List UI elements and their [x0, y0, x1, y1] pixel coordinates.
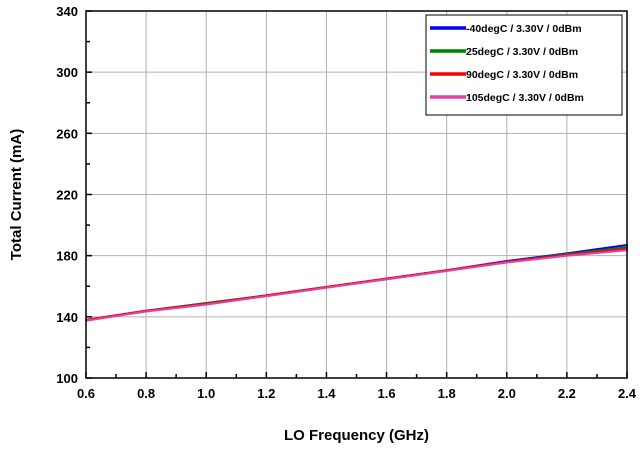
- x-tick-label: 0.6: [77, 386, 95, 401]
- x-tick-label: 2.4: [618, 386, 637, 401]
- y-tick-label: 180: [56, 249, 78, 264]
- x-tick-labels: 0.6 0.8 1.0 1.2 1.4 1.6 1.8 2.0 2.2 2.4: [77, 386, 637, 401]
- y-tick-label: 220: [56, 188, 78, 203]
- legend: -40degC / 3.30V / 0dBm 25degC / 3.30V / 0…: [425, 14, 623, 116]
- y-tick-label: 100: [56, 371, 78, 386]
- x-tick-label: 1.0: [197, 386, 215, 401]
- y-tick-label: 260: [56, 126, 78, 141]
- x-tick-label: 1.2: [257, 386, 275, 401]
- x-axis-title: LO Frequency (GHz): [284, 427, 429, 444]
- legend-label-0: -40degC / 3.30V / 0dBm: [466, 23, 582, 35]
- x-tick-label: 2.0: [498, 386, 516, 401]
- y-tick-label: 340: [56, 4, 78, 19]
- series-line-3: [85, 249, 628, 322]
- y-axis-title: Total Current (mA): [8, 129, 25, 260]
- x-tick-label: 1.8: [438, 386, 456, 401]
- y-tick-label: 300: [56, 65, 78, 80]
- axis-ticks: [85, 10, 628, 379]
- series-lines: [85, 244, 628, 322]
- y-tick-label: 140: [56, 310, 78, 325]
- legend-label-1: 25degC / 3.30V / 0dBm: [466, 46, 578, 58]
- x-tick-label: 2.2: [558, 386, 576, 401]
- legend-label-3: 105degC / 3.30V / 0dBm: [466, 92, 584, 104]
- legend-label-2: 90degC / 3.30V / 0dBm: [466, 69, 578, 81]
- x-tick-label: 0.8: [137, 386, 155, 401]
- y-tick-labels: 100 140 180 220 260 300 340: [56, 4, 78, 386]
- x-tick-label: 1.4: [317, 386, 336, 401]
- x-tick-label: 1.6: [378, 386, 396, 401]
